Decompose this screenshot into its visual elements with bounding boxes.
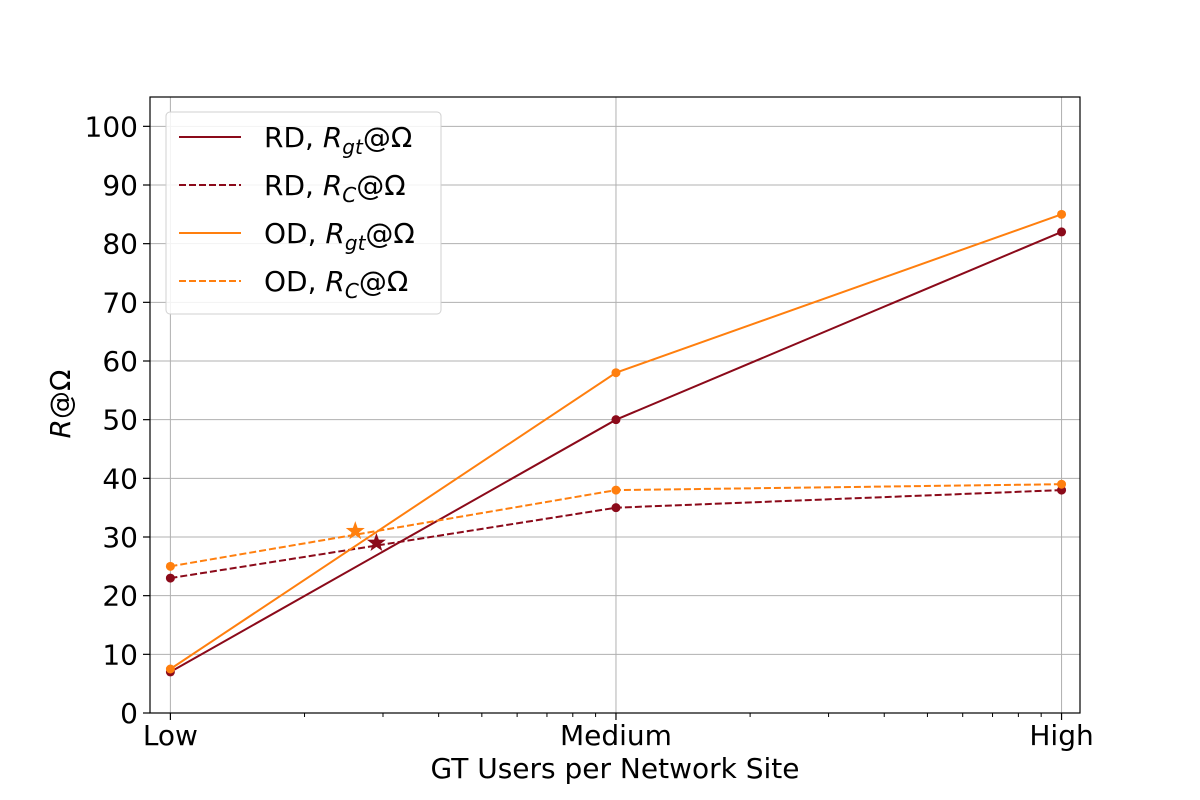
x-tick-label: Medium [560, 719, 672, 752]
data-point [611, 485, 621, 495]
legend: RD, Rgt@ΩRD, RC@ΩOD, Rgt@ΩOD, RC@Ω [165, 111, 442, 315]
y-tick-label: 40 [102, 462, 138, 495]
y-axis-label: R@Ω [44, 370, 77, 439]
series-lines [165, 209, 1067, 677]
legend-entry-label: RD, Rgt@Ω [264, 121, 412, 159]
legend-entry-label: RD, RC@Ω [264, 169, 406, 207]
legend-prefix: RD, [264, 121, 323, 154]
x-axis-ticks: Low Medium High [143, 713, 1094, 752]
intersection-markers [345, 521, 386, 551]
legend-subscript: C [345, 279, 359, 303]
y-tick-label: 90 [102, 169, 138, 202]
data-point [1057, 227, 1067, 237]
legend-prefix: OD, [264, 265, 325, 298]
legend-entry-label: OD, Rgt@Ω [264, 217, 415, 255]
star-marker [366, 532, 386, 551]
y-tick-label: 100 [85, 110, 138, 143]
legend-prefix: RD, [264, 169, 323, 202]
plot-frame [149, 96, 1081, 714]
data-point [165, 664, 175, 674]
legend-subscript: C [342, 183, 356, 207]
legend-suffix: @Ω [356, 169, 405, 202]
data-point [611, 415, 621, 425]
legend-var: R [323, 121, 342, 154]
legend-box [165, 111, 442, 315]
legend-var: R [323, 169, 342, 202]
legend-var: R [325, 217, 344, 250]
legend-var: R [325, 265, 344, 298]
data-point [611, 368, 621, 378]
x-tick-label: High [1029, 719, 1093, 752]
y-tick-label: 20 [102, 580, 138, 613]
star-marker [345, 521, 365, 540]
y-axis-ticks: 0 10 20 30 40 50 60 70 80 90 100 [85, 110, 150, 730]
legend-entry-label: OD, RC@Ω [264, 265, 408, 303]
legend-suffix: @Ω [359, 265, 408, 298]
data-point [1057, 479, 1067, 489]
legend-subscript: gt [342, 135, 364, 159]
x-axis-label: GT Users per Network Site [431, 752, 800, 785]
legend-suffix: @Ω [365, 217, 414, 250]
y-tick-label: 70 [102, 286, 138, 319]
legend-suffix: @Ω [363, 121, 412, 154]
y-tick-label: 30 [102, 521, 138, 554]
legend-prefix: OD, [264, 217, 325, 250]
y-tick-label: 50 [102, 404, 138, 437]
data-point [165, 561, 175, 571]
legend-subscript: gt [345, 231, 367, 255]
data-point [1057, 209, 1067, 219]
x-tick-label: Low [143, 719, 198, 752]
y-tick-label: 10 [102, 638, 138, 671]
y-tick-label: 60 [102, 345, 138, 378]
data-point [165, 573, 175, 583]
y-tick-label: 0 [120, 697, 138, 730]
data-point [611, 503, 621, 513]
y-tick-label: 80 [102, 228, 138, 261]
